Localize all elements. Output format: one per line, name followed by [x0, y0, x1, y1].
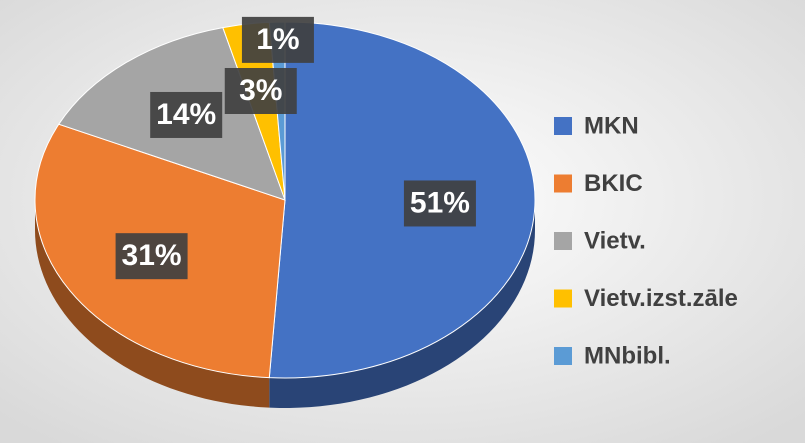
legend-swatch: [554, 347, 572, 365]
data-label: 31%: [122, 239, 182, 272]
legend-swatch: [554, 232, 572, 250]
data-label-box: [403, 180, 476, 227]
data-label: 51%: [410, 186, 470, 219]
legend-label: MKN: [584, 112, 639, 139]
data-label-box: [224, 67, 297, 114]
legend-label: MNbibl.: [584, 342, 671, 369]
data-label-box: [115, 233, 188, 280]
data-label-box: [241, 16, 314, 63]
data-label-box: [150, 91, 223, 138]
legend-swatch: [554, 117, 572, 135]
legend-label: Vietv.: [584, 227, 646, 254]
legend-swatch: [554, 289, 572, 308]
legend-swatch: [554, 174, 572, 193]
pie-slice: [268, 21, 536, 379]
legend-label: BKIC: [584, 170, 643, 197]
pie-side: [269, 200, 535, 408]
legend-label: Vietv.izst.zāle: [584, 285, 738, 312]
data-label: 1%: [256, 23, 299, 56]
data-label: 3%: [239, 74, 282, 107]
data-label: 14%: [156, 98, 216, 131]
